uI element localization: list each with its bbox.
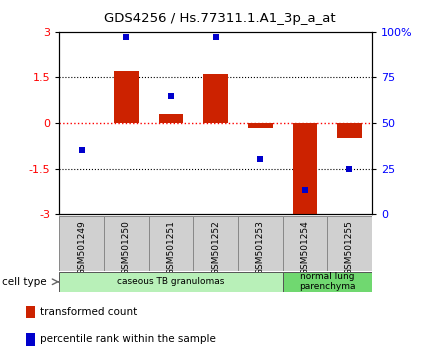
Bar <box>248 123 272 127</box>
Text: GSM501251: GSM501251 <box>166 220 176 275</box>
Bar <box>203 74 228 123</box>
Bar <box>59 272 282 292</box>
Bar <box>282 216 327 271</box>
Text: GSM501254: GSM501254 <box>301 220 309 275</box>
Bar <box>59 216 104 271</box>
Text: transformed count: transformed count <box>40 307 138 317</box>
Bar <box>238 216 282 271</box>
Bar <box>104 216 149 271</box>
Bar <box>193 216 238 271</box>
Text: GSM501253: GSM501253 <box>256 220 265 275</box>
Bar <box>159 114 183 123</box>
Text: caseous TB granulomas: caseous TB granulomas <box>117 277 225 286</box>
Bar <box>114 72 139 123</box>
Bar <box>149 216 193 271</box>
Text: GSM501250: GSM501250 <box>122 220 131 275</box>
Bar <box>327 216 372 271</box>
Text: GSM501252: GSM501252 <box>211 220 220 275</box>
Text: normal lung
parenchyma: normal lung parenchyma <box>299 272 356 291</box>
Bar <box>293 123 317 217</box>
Text: GDS4256 / Hs.77311.1.A1_3p_a_at: GDS4256 / Hs.77311.1.A1_3p_a_at <box>104 12 336 25</box>
Bar <box>26 333 35 346</box>
Bar <box>282 272 372 292</box>
Text: percentile rank within the sample: percentile rank within the sample <box>40 335 216 344</box>
Text: GSM501255: GSM501255 <box>345 220 354 275</box>
Text: cell type: cell type <box>2 277 47 287</box>
Bar <box>337 123 362 138</box>
Text: GSM501249: GSM501249 <box>77 220 86 275</box>
Bar <box>26 306 35 318</box>
